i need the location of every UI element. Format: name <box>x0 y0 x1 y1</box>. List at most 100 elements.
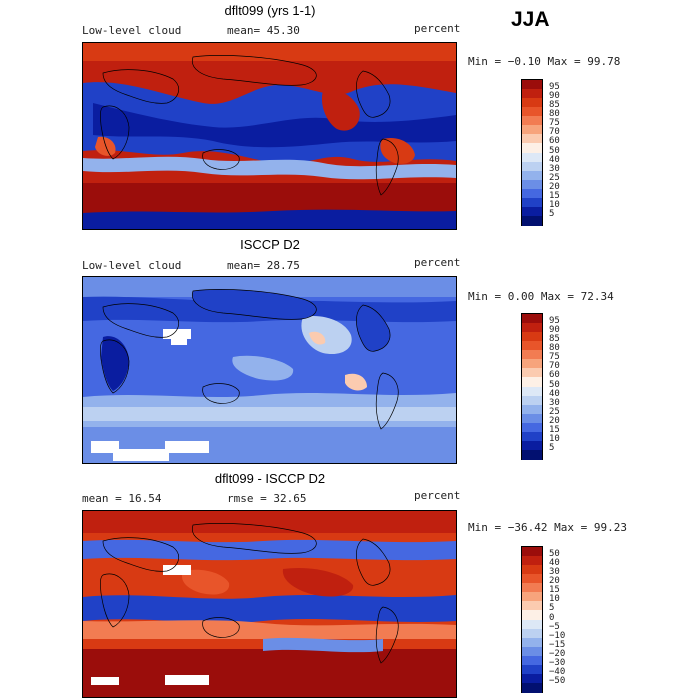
panel-units-diff: percent <box>414 489 461 502</box>
colorbar-tick-label: 40 <box>549 388 560 399</box>
colorbar-diff-cells <box>522 547 542 693</box>
colorbar-cell <box>522 323 542 333</box>
colorbar-tick-label: −5 <box>549 621 560 632</box>
colorbar-cell <box>522 565 542 575</box>
map-model-svg <box>83 43 456 229</box>
panel-mean-obs: mean= 28.75 <box>227 259 300 272</box>
colorbar-cell <box>522 619 542 630</box>
colorbar-tick-label: 10 <box>549 594 560 605</box>
colorbar-tick-label: 70 <box>549 361 560 372</box>
colorbar-model-cells <box>522 80 542 226</box>
panel-minmax-obs: Min = 0.00 Max = 72.34 <box>468 290 614 303</box>
colorbar-obs <box>521 313 543 460</box>
panel-minmax-model: Min = −0.10 Max = 99.78 <box>468 55 621 68</box>
colorbar-tick-label: 95 <box>549 316 560 327</box>
colorbar-cell <box>522 368 542 378</box>
colorbar-tick-label: 10 <box>549 433 560 444</box>
colorbar-cell <box>522 206 542 217</box>
colorbar-tick-label: 5 <box>549 603 555 614</box>
colorbar-tick-label: 80 <box>549 109 560 120</box>
colorbar-cell <box>522 422 542 433</box>
colorbar-cell <box>522 314 542 324</box>
colorbar-cell <box>522 682 542 693</box>
colorbar-cell <box>522 80 542 90</box>
colorbar-tick-label: 50 <box>549 379 560 390</box>
colorbar-cell <box>522 143 542 153</box>
colorbar-diff-labels: 50 40 30 20 15 10 5 0 −5 −10 −15 −20 −30 −40 −50 <box>549 546 589 691</box>
colorbar-tick-label: 75 <box>549 118 560 129</box>
colorbar-cell <box>522 404 542 415</box>
colorbar-tick-label: 40 <box>549 154 560 165</box>
colorbar-tick-label: 85 <box>549 334 560 345</box>
colorbar-cell <box>522 610 542 620</box>
panel-left-text-model: Low-level cloud <box>82 24 182 37</box>
colorbar-model-labels: 95 90 85 80 75 70 60 50 40 30 25 20 15 10 5 <box>549 79 589 224</box>
colorbar-cell <box>522 574 542 584</box>
colorbar-cell <box>522 655 542 666</box>
colorbar-cell <box>522 89 542 99</box>
season-label: JJA <box>511 8 550 31</box>
colorbar-tick-label: 50 <box>549 145 560 156</box>
colorbar-tick-label: 25 <box>549 172 560 183</box>
colorbar-tick-label: 30 <box>549 397 560 408</box>
colorbar-cell <box>522 341 542 351</box>
colorbar-tick-label: 60 <box>549 136 560 147</box>
colorbar-cell <box>522 592 542 602</box>
colorbar-cell <box>522 547 542 557</box>
panel-mean-diff: mean = 16.54 <box>82 492 162 505</box>
colorbar-tick-label: 20 <box>549 415 560 426</box>
colorbar-tick-label: 60 <box>549 370 560 381</box>
map-obs-svg <box>83 277 456 463</box>
colorbar-cell <box>522 431 542 442</box>
colorbar-cell <box>522 98 542 108</box>
panel-units-model: percent <box>414 22 461 35</box>
map-model <box>82 42 457 230</box>
map-diff <box>82 510 457 698</box>
colorbar-cell <box>522 125 542 135</box>
colorbar-tick-label: 5 <box>549 208 555 219</box>
colorbar-cell <box>522 350 542 360</box>
colorbar-tick-label: 20 <box>549 181 560 192</box>
colorbar-tick-label: 95 <box>549 82 560 93</box>
colorbar-tick-label: 15 <box>549 585 560 596</box>
colorbar-cell <box>522 332 542 342</box>
panel-rmse-diff: rmse = 32.65 <box>227 492 307 505</box>
colorbar-tick-label: 25 <box>549 406 560 417</box>
colorbar-cell <box>522 197 542 208</box>
colorbar-cell <box>522 583 542 593</box>
colorbar-cell <box>522 152 542 163</box>
colorbar-cell <box>522 440 542 451</box>
colorbar-tick-label: −40 <box>549 666 566 677</box>
colorbar-tick-label: 5 <box>549 442 555 453</box>
colorbar-cell <box>522 134 542 144</box>
panel-left-text-obs: Low-level cloud <box>82 259 182 272</box>
colorbar-cell <box>522 601 542 611</box>
colorbar-tick-label: 0 <box>549 612 555 623</box>
colorbar-cell <box>522 179 542 190</box>
panel-title-obs: ISCCP D2 <box>240 237 300 252</box>
map-obs <box>82 276 457 464</box>
colorbar-cell <box>522 449 542 460</box>
colorbar-tick-label: 10 <box>549 199 560 210</box>
colorbar-obs-cells <box>522 314 542 460</box>
colorbar-cell <box>522 188 542 199</box>
colorbar-cell <box>522 161 542 172</box>
panel-minmax-diff: Min = −36.42 Max = 99.23 <box>468 521 627 534</box>
colorbar-tick-label: 40 <box>549 558 560 569</box>
colorbar-cell <box>522 673 542 684</box>
colorbar-diff <box>521 546 543 693</box>
colorbar-cell <box>522 386 542 397</box>
panel-title-diff: dflt099 - ISCCP D2 <box>214 471 326 486</box>
colorbar-cell <box>522 395 542 406</box>
colorbar-cell <box>522 377 542 387</box>
colorbar-cell <box>522 637 542 648</box>
colorbar-tick-label: 30 <box>549 163 560 174</box>
colorbar-tick-label: −20 <box>549 648 566 659</box>
colorbar-tick-label: 15 <box>549 424 560 435</box>
panel-mean-model: mean= 45.30 <box>227 24 300 37</box>
colorbar-tick-label: −30 <box>549 657 566 668</box>
colorbar-tick-label: −15 <box>549 639 566 650</box>
colorbar-cell <box>522 413 542 424</box>
colorbar-tick-label: −50 <box>549 675 566 686</box>
colorbar-cell <box>522 107 542 117</box>
